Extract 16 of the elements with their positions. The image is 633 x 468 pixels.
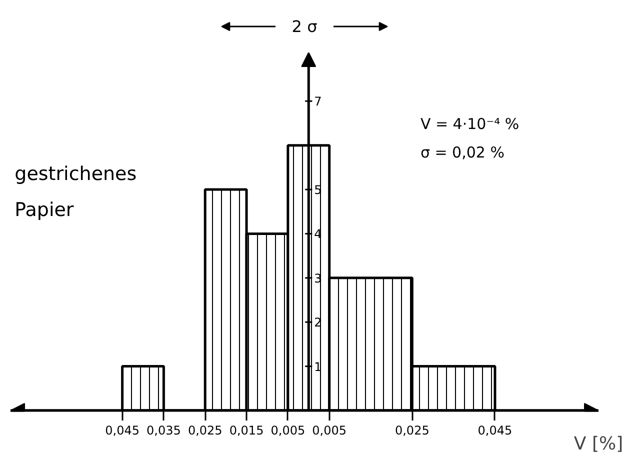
x-tick-label: 0,005: [312, 424, 347, 438]
x-tick-label: 0,025: [188, 424, 222, 438]
x-tick-label: 0,025: [394, 424, 430, 438]
y-tick-label: 7: [314, 94, 322, 109]
x-tick-label: 0,035: [146, 424, 181, 438]
x-tick-label: 0,015: [229, 424, 264, 438]
annotation: Papier: [14, 199, 74, 222]
annotation: V = 4·10⁻⁴ %: [420, 115, 520, 134]
y-tick-label: 1: [314, 360, 322, 374]
text: 2 σ: [292, 17, 318, 36]
x-axis-title: V [%]: [574, 434, 624, 454]
x-tick-label: 0,045: [478, 424, 512, 438]
annotation: gestrichenes: [14, 163, 137, 186]
x-tick-label: 0,045: [105, 424, 140, 438]
x-tick-label: 0,005: [270, 424, 306, 438]
annotation: σ = 0,02 %: [420, 144, 504, 162]
